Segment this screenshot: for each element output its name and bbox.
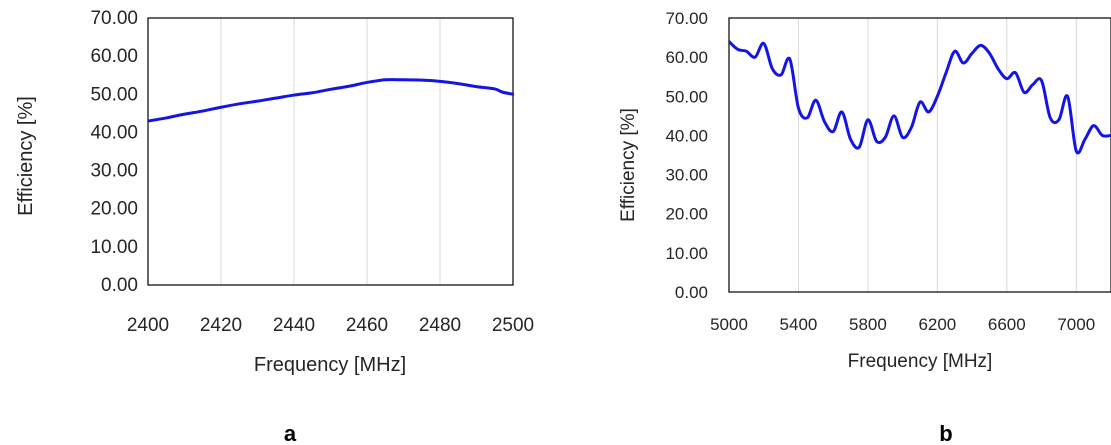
plot-frame-b <box>728 17 1111 293</box>
x-tick-label-b-0: 5000 <box>710 315 748 334</box>
y-tick-label-b-2: 20.00 <box>665 205 708 224</box>
x-tick-label-a-5: 2500 <box>492 315 534 336</box>
x-tick-label-b-4: 6600 <box>988 315 1026 334</box>
y-tick-label-a-2: 20.00 <box>90 199 138 220</box>
series-a <box>148 78 514 123</box>
x-tick-label-b-5: 7000 <box>1057 315 1095 334</box>
x-tick-label-b-2: 5800 <box>849 315 887 334</box>
panel-label-a: a <box>284 421 297 445</box>
x-ticks-b: 5000 5400 5800 6200 6600 7000 <box>710 315 1095 334</box>
y-tick-label-b-5: 50.00 <box>665 87 708 106</box>
y-tick-label-b-3: 30.00 <box>665 166 708 185</box>
x-tick-label-b-3: 6200 <box>918 315 956 334</box>
y-tick-label-b-7: 70.00 <box>665 9 708 28</box>
y-tick-label-b-0: 0.00 <box>675 283 708 302</box>
x-tick-label-b-1: 5400 <box>780 315 818 334</box>
x-tick-label-a-1: 2420 <box>200 315 242 336</box>
y-ticks-a: 0.00 10.00 20.00 30.00 40.00 50.00 60.00 70.00 <box>90 8 138 296</box>
y-tick-label-a-1: 10.00 <box>90 237 138 258</box>
y-tick-label-b-6: 60.00 <box>665 48 708 67</box>
y-axis-title-a: Efficiency [%] <box>15 96 37 216</box>
series-line-b-0 <box>729 39 1111 155</box>
y-tick-label-a-5: 50.00 <box>90 84 138 105</box>
y-ticks-b: 0.00 10.00 20.00 30.00 40.00 50.00 60.00 70.00 <box>665 9 708 302</box>
x-tick-label-a-4: 2480 <box>419 315 461 336</box>
y-tick-label-a-4: 40.00 <box>90 122 138 143</box>
plot-border-b <box>728 17 1111 293</box>
y-axis-title-b: Efficiency [%] <box>618 108 639 222</box>
series-line-a-0 <box>148 78 514 123</box>
plot-frame-a <box>147 17 514 286</box>
series-b <box>729 39 1111 155</box>
x-ticks-a: 2400 2420 2440 2460 2480 2500 <box>127 315 534 336</box>
plot-border-a <box>147 17 514 286</box>
x-tick-label-a-2: 2440 <box>273 315 315 336</box>
y-tick-label-b-4: 40.00 <box>665 126 708 145</box>
panel-label-b: b <box>939 421 952 445</box>
grid-b <box>728 18 1077 292</box>
x-axis-title-a: Frequency [MHz] <box>254 354 406 376</box>
x-axis-title-b: Frequency [MHz] <box>848 351 993 372</box>
y-tick-label-b-1: 10.00 <box>665 244 708 263</box>
grid-a <box>147 18 514 285</box>
x-tick-label-a-0: 2400 <box>127 315 169 336</box>
y-tick-label-a-6: 60.00 <box>90 46 138 67</box>
y-tick-label-a-7: 70.00 <box>90 8 138 29</box>
chart-panel-b: 0.0010.0020.0030.0040.0050.0060.0070.00 … <box>618 9 1111 445</box>
chart-panel-a: 0.0010.0020.0030.0040.0050.0060.0070.00 … <box>15 8 534 445</box>
y-tick-label-a-0: 0.00 <box>101 275 138 296</box>
x-tick-label-a-3: 2460 <box>346 315 388 336</box>
y-tick-label-a-3: 30.00 <box>90 161 138 182</box>
